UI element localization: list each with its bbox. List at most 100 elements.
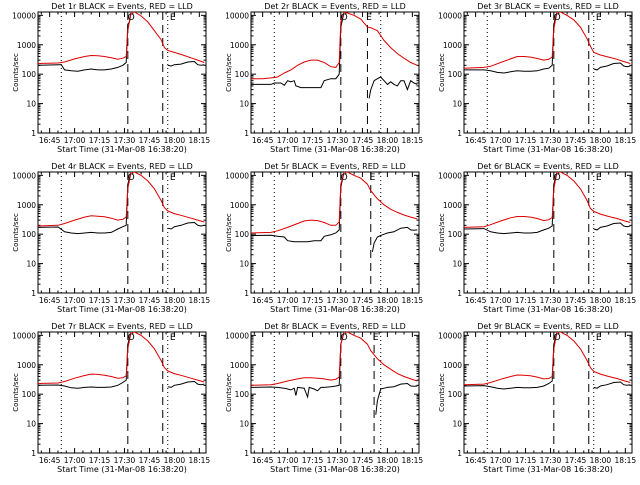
y-tick-label: 10000 bbox=[225, 11, 249, 20]
x-tick-label: 16:45 bbox=[39, 136, 61, 145]
y-tick-label: 100 bbox=[235, 70, 250, 79]
y-tick-label: 1 bbox=[244, 449, 249, 458]
x-axis-label: Start Time (31-Mar-08 16:38:20) bbox=[57, 145, 187, 154]
y-tick-label: 10000 bbox=[225, 331, 249, 340]
plot-frame bbox=[463, 331, 633, 454]
y-tick-label: 1 bbox=[31, 129, 36, 138]
x-tick-label: 17:45 bbox=[352, 456, 374, 465]
y-tick-label: 1000 bbox=[443, 41, 462, 50]
plot-frame bbox=[463, 171, 633, 294]
series-line-lld bbox=[464, 172, 631, 228]
chart-title: Det 3r BLACK = Events, RED = LLD bbox=[477, 2, 619, 11]
x-tick-label: 18:00 bbox=[590, 296, 612, 305]
x-axis-label: Start Time (31-Mar-08 16:38:20) bbox=[270, 305, 400, 314]
x-axis-label: Start Time (31-Mar-08 16:38:20) bbox=[483, 145, 613, 154]
x-tick-label: 17:15 bbox=[89, 136, 111, 145]
plot-frame bbox=[250, 11, 420, 134]
x-tick-label: 17:00 bbox=[490, 456, 512, 465]
y-tick-label: 10 bbox=[452, 100, 462, 109]
y-tick-label: 100 bbox=[235, 230, 250, 239]
x-tick-label: 16:45 bbox=[39, 456, 61, 465]
y-tick-label: 10000 bbox=[225, 171, 249, 180]
y-tick-label: 100 bbox=[22, 390, 37, 399]
x-tick-label: 18:00 bbox=[377, 456, 399, 465]
series-group bbox=[38, 172, 205, 235]
x-tick-label: 17:00 bbox=[490, 296, 512, 305]
y-tick-label: 10 bbox=[26, 100, 36, 109]
series-line-events bbox=[167, 60, 205, 67]
x-tick-label: 18:15 bbox=[615, 296, 637, 305]
x-tick-label: 17:15 bbox=[302, 296, 324, 305]
series-line-events bbox=[464, 332, 558, 390]
series-line-lld bbox=[38, 172, 205, 227]
y-axis-label: Counts/sec bbox=[225, 213, 233, 252]
x-tick-label: 16:45 bbox=[39, 296, 61, 305]
x-tick-label: 17:00 bbox=[64, 296, 86, 305]
series-group bbox=[251, 12, 418, 99]
x-tick-label: 18:15 bbox=[402, 136, 424, 145]
chart-title: Det 2r BLACK = Events, RED = LLD bbox=[264, 2, 406, 11]
series-group bbox=[464, 172, 631, 235]
chart-title: Det 6r BLACK = Events, RED = LLD bbox=[477, 162, 619, 171]
x-tick-label: 18:00 bbox=[590, 456, 612, 465]
chart-panel-det-2: Det 2r BLACK = Events, RED = LLD 1 10 100 10… bbox=[225, 2, 423, 154]
y-axis-label: Counts/sec bbox=[438, 53, 446, 92]
chart-title: Det 1r BLACK = Events, RED = LLD bbox=[51, 2, 193, 11]
series-line-events bbox=[251, 332, 345, 399]
x-tick-label: 17:00 bbox=[277, 456, 299, 465]
y-tick-label: 10000 bbox=[438, 171, 462, 180]
x-axis-label: Start Time (31-Mar-08 16:38:20) bbox=[57, 305, 187, 314]
x-tick-label: 17:15 bbox=[302, 136, 324, 145]
series-line-events bbox=[38, 172, 132, 235]
x-tick-label: 17:30 bbox=[540, 456, 562, 465]
x-tick-label: 17:30 bbox=[114, 136, 136, 145]
y-tick-label: 1000 bbox=[443, 361, 462, 370]
series-line-events bbox=[167, 221, 205, 230]
series-line-events bbox=[464, 172, 558, 235]
series-line-lld bbox=[38, 332, 205, 384]
plot-frame bbox=[37, 11, 207, 134]
x-tick-label: 17:00 bbox=[277, 296, 299, 305]
x-tick-label: 16:45 bbox=[465, 296, 487, 305]
event-marker-label: O bbox=[341, 173, 348, 183]
x-tick-label: 18:15 bbox=[189, 296, 211, 305]
x-tick-label: 18:00 bbox=[164, 456, 186, 465]
series-line-events bbox=[368, 76, 418, 99]
event-marker-label: O bbox=[554, 333, 561, 343]
x-tick-label: 17:15 bbox=[515, 136, 537, 145]
series-line-lld bbox=[251, 332, 418, 386]
y-tick-label: 10000 bbox=[12, 171, 36, 180]
y-tick-label: 1000 bbox=[443, 201, 462, 210]
y-tick-label: 10000 bbox=[12, 11, 36, 20]
x-tick-label: 17:45 bbox=[139, 136, 161, 145]
plot-frame bbox=[250, 331, 420, 454]
plot-frame bbox=[463, 11, 633, 134]
x-tick-label: 17:30 bbox=[327, 456, 349, 465]
x-axis-label: Start Time (31-Mar-08 16:38:20) bbox=[483, 305, 613, 314]
chart-title: Det 4r BLACK = Events, RED = LLD bbox=[51, 162, 193, 171]
x-axis-label: Start Time (31-Mar-08 16:38:20) bbox=[270, 145, 400, 154]
x-tick-label: 16:45 bbox=[252, 136, 274, 145]
series-line-lld bbox=[464, 332, 631, 386]
event-marker-label: O bbox=[341, 333, 348, 343]
series-line-lld bbox=[251, 12, 418, 80]
y-tick-label: 1 bbox=[457, 289, 462, 298]
x-tick-label: 17:15 bbox=[302, 456, 324, 465]
series-line-events bbox=[38, 12, 132, 72]
event-marker-label: E bbox=[373, 333, 379, 343]
y-tick-label: 100 bbox=[448, 70, 463, 79]
x-tick-label: 17:30 bbox=[327, 296, 349, 305]
x-tick-label: 17:45 bbox=[565, 136, 587, 145]
x-tick-label: 16:45 bbox=[465, 136, 487, 145]
x-tick-label: 18:15 bbox=[402, 456, 424, 465]
series-group bbox=[464, 332, 631, 390]
series-group bbox=[38, 332, 205, 389]
y-tick-label: 10 bbox=[26, 420, 36, 429]
y-tick-label: 1000 bbox=[230, 361, 249, 370]
x-tick-label: 17:45 bbox=[352, 136, 374, 145]
series-group bbox=[251, 172, 418, 252]
x-tick-label: 17:00 bbox=[277, 136, 299, 145]
y-tick-label: 10000 bbox=[12, 331, 36, 340]
x-tick-label: 18:15 bbox=[615, 456, 637, 465]
